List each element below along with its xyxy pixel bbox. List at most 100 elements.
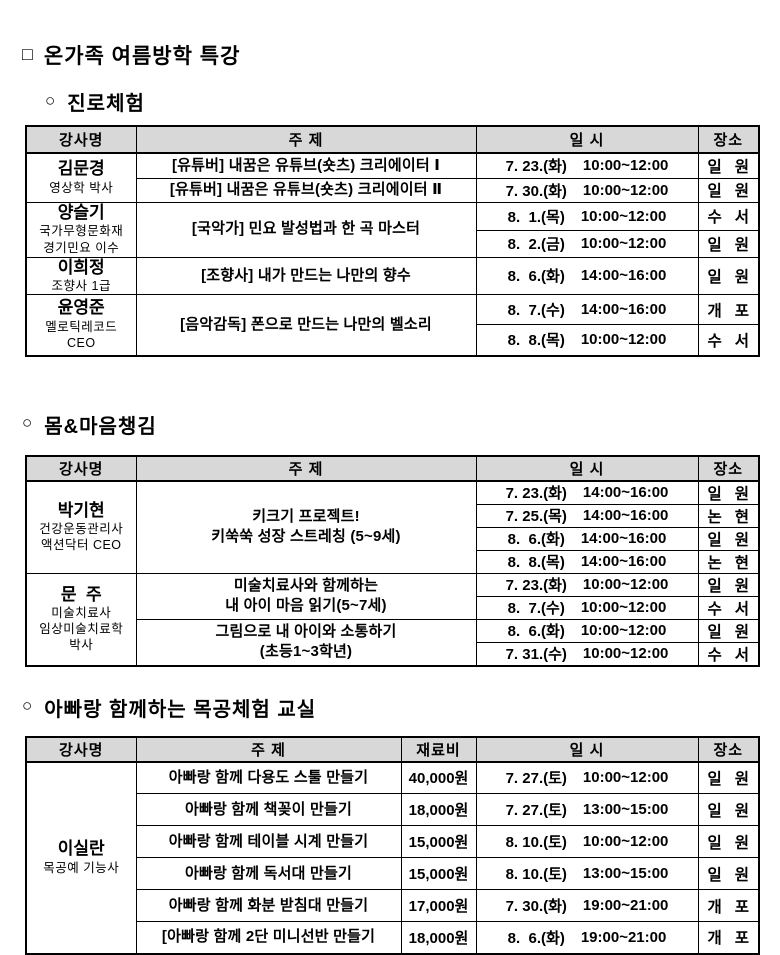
instructor-name: 이희정: [57, 257, 105, 277]
table-row: 문 주 미술치료사 임상미술치료학 박사 미술치료사와 함께하는 내 아이 마음…: [25, 572, 760, 667]
time-text: 10:00~12:00: [580, 622, 667, 640]
topic-cell: [국악가] 민요 발성법과 한 곡 마스터: [135, 201, 477, 258]
fee-cell: 15,000원: [400, 825, 477, 859]
datetime-cell: 7. 31.(수) 10:00~12:00: [475, 641, 699, 667]
instructor-cell: 박기현 건강운동관리사 액션닥터 CEO: [25, 480, 137, 574]
square-bullet-icon: □: [22, 43, 34, 64]
instructor-name: 김문경: [57, 159, 105, 179]
instructor-credential: 국가무형문화재: [39, 224, 124, 239]
table-row: 아빠랑 함께 책꽂이 만들기 18,000원 7. 27.(토) 13:00~1…: [26, 793, 760, 827]
fee-cell: 18,000원: [400, 921, 477, 955]
date-text: 7. 25.(목): [505, 508, 567, 526]
col-header-fee: 재료비: [400, 736, 477, 763]
instructor-credential: 영상학 박사: [49, 180, 114, 195]
datetime-cell: 8. 8.(목) 14:00~16:00: [475, 549, 699, 574]
location-cell: 개 포: [697, 921, 760, 955]
col-header-topic: 주 제: [135, 455, 477, 482]
page-title: □ 온가족 여름방학 특강: [22, 40, 758, 70]
date-text: 7. 23.(화): [505, 485, 567, 503]
location-cell: 일 원: [697, 793, 760, 827]
table-row: 김문경 영상학 박사 [유튜버] 내꿈은 유튜브(숏츠) 크리에이터 Ⅰ 7. …: [25, 152, 760, 203]
datetime-cell: 8. 7.(수) 10:00~12:00: [475, 595, 699, 620]
table-row: 8. 8.(목) 14:00~16:00 논 현: [26, 549, 760, 574]
time-text: 10:00~12:00: [582, 157, 669, 175]
datetime-cell: 7. 27.(토) 13:00~15:00: [475, 793, 699, 827]
table-row: 이실란 목공예 기능사 아빠랑 함께 다용도 스툴 만들기 40,000원 7.…: [25, 761, 760, 955]
datetime-cell: 7. 23.(화) 14:00~16:00: [475, 480, 699, 505]
instructor-credential: 경기민요 이수: [43, 240, 120, 255]
instructor-name: 양슬기: [57, 203, 105, 223]
location-cell: 일 원: [697, 618, 760, 643]
datetime-cell: 8. 10.(토) 10:00~12:00: [475, 825, 699, 859]
datetime-cell: 8. 8.(목) 10:00~12:00: [475, 324, 699, 357]
instructor-name: 박기현: [57, 500, 105, 520]
col-header-location: 장소: [697, 125, 760, 154]
col-header-datetime: 일 시: [475, 125, 699, 154]
table-row: 윤영준 멜로틱레코드 CEO [음악감독] 폰으로 만드는 나만의 벨소리 8.…: [25, 294, 760, 357]
time-text: 14:00~16:00: [582, 507, 669, 525]
section-title-text: 몸&마음챙김: [44, 415, 157, 438]
topic-cell: 아빠랑 함께 독서대 만들기: [135, 857, 402, 891]
time-text: 14:00~16:00: [582, 484, 669, 502]
date-text: 7. 30.(화): [505, 182, 567, 200]
woodwork-table: 강사명 주 제 재료비 일 시 장소 이실란 목공예 기능사 아빠랑 함께 다용…: [25, 735, 760, 955]
topic-cell: [유튜버] 내꿈은 유튜브(숏츠) 크리에이터 Ⅰ: [135, 152, 477, 179]
table-row: 양슬기 국가무형문화재 경기민요 이수 [국악가] 민요 발성법과 한 곡 마스…: [25, 201, 760, 258]
date-text: 8. 8.(목): [507, 332, 565, 350]
date-text: 8. 6.(화): [507, 268, 565, 286]
location-cell: 일 원: [697, 761, 760, 795]
circle-bullet-icon: ○: [45, 90, 57, 110]
instructor-credential: 미술치료사: [51, 605, 112, 620]
location-cell: 일 원: [697, 177, 760, 203]
topic-cell: 키크기 프로젝트! 키쑥쑥 성장 스트레칭 (5~9세): [135, 480, 477, 574]
time-text: 10:00~12:00: [582, 833, 669, 851]
datetime-cell: 7. 30.(화) 10:00~12:00: [475, 177, 699, 203]
time-text: 10:00~12:00: [580, 599, 667, 617]
col-header-location: 장소: [697, 455, 760, 482]
date-text: 8. 6.(화): [507, 623, 565, 641]
topic-cell: 아빠랑 함께 책꽂이 만들기: [135, 793, 402, 827]
date-text: 8. 10.(토): [505, 834, 567, 852]
table-row: 아빠랑 함께 테이블 시계 만들기 15,000원 8. 10.(토) 10:0…: [26, 825, 760, 859]
table-row: 8. 8.(목) 10:00~12:00 수 서: [26, 324, 760, 357]
instructor-credential: 건강운동관리사: [39, 522, 124, 537]
location-cell: 일 원: [697, 572, 760, 597]
table-row: 아빠랑 함께 화분 받침대 만들기 17,000원 7. 30.(화) 19:0…: [26, 889, 760, 923]
time-text: 14:00~16:00: [580, 267, 667, 285]
table-row: 8. 2.(금) 10:00~12:00 일 원: [26, 229, 760, 258]
datetime-cell: 7. 23.(화) 10:00~12:00: [475, 152, 699, 179]
fee-cell: 17,000원: [400, 889, 477, 923]
date-text: 7. 23.(화): [505, 158, 567, 176]
date-text: 8. 1.(목): [507, 208, 565, 226]
topic-cell: 아빠랑 함께 다용도 스툴 만들기: [135, 761, 402, 795]
time-text: 10:00~12:00: [580, 235, 667, 252]
datetime-cell: 8. 7.(수) 14:00~16:00: [475, 294, 699, 326]
col-header-datetime: 일 시: [475, 736, 699, 763]
section-title-woodwork: ○ 아빠랑 함께하는 목공체험 교실: [22, 693, 758, 722]
instructor-name: 이실란: [57, 839, 105, 859]
topic-cell: [아빠랑 함께 2단 미니선반 만들기: [135, 921, 402, 955]
col-header-instructor: 강사명: [25, 455, 137, 482]
instructor-credential: 목공예 기능사: [43, 860, 120, 875]
date-text: 8. 10.(토): [505, 866, 567, 884]
col-header-topic: 주 제: [135, 125, 477, 154]
table-row: 7. 31.(수) 10:00~12:00 수 서: [26, 641, 760, 667]
datetime-cell: 8. 10.(토) 13:00~15:00: [475, 857, 699, 891]
time-text: 10:00~12:00: [582, 181, 669, 199]
date-text: 7. 27.(토): [505, 802, 567, 820]
datetime-cell: 8. 2.(금) 10:00~12:00: [475, 229, 699, 258]
topic-cell: 그림으로 내 아이와 소통하기 (초등1~3학년): [135, 618, 477, 667]
location-cell: 논 현: [697, 549, 760, 574]
time-text: 19:00~21:00: [582, 897, 669, 915]
location-cell: 수 서: [697, 324, 760, 357]
location-cell: 일 원: [697, 825, 760, 859]
location-cell: 일 원: [697, 857, 760, 891]
section-title-text: 아빠랑 함께하는 목공체험 교실: [44, 698, 317, 721]
section-title-text: 진로체험: [67, 93, 145, 115]
circle-bullet-icon: ○: [22, 696, 34, 716]
fee-cell: 40,000원: [400, 761, 477, 795]
datetime-cell: 8. 1.(목) 10:00~12:00: [475, 201, 699, 231]
table-row: [유튜버] 내꿈은 유튜브(숏츠) 크리에이터 Ⅱ 7. 30.(화) 10:0…: [26, 177, 760, 203]
time-text: 14:00~16:00: [580, 530, 667, 548]
instructor-cell: 양슬기 국가무형문화재 경기민요 이수: [25, 201, 137, 258]
